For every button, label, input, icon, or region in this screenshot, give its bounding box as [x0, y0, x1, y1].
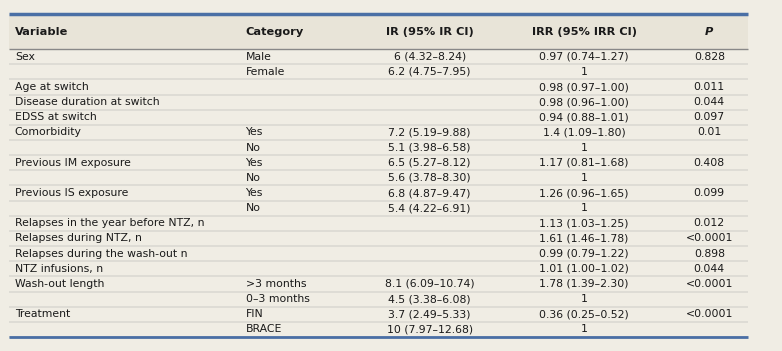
Text: Yes: Yes [246, 188, 263, 198]
Text: Disease duration at switch: Disease duration at switch [15, 97, 160, 107]
Text: 0.044: 0.044 [694, 264, 725, 274]
Text: Male: Male [246, 52, 271, 62]
Text: Female: Female [246, 67, 285, 77]
Text: Relapses during the wash-out n: Relapses during the wash-out n [15, 249, 188, 259]
Text: IRR (95% IRR CI): IRR (95% IRR CI) [532, 27, 637, 37]
Text: 0.898: 0.898 [694, 249, 725, 259]
Text: 8.1 (6.09–10.74): 8.1 (6.09–10.74) [385, 279, 475, 289]
Text: 6.2 (4.75–7.95): 6.2 (4.75–7.95) [389, 67, 471, 77]
Text: Comorbidity: Comorbidity [15, 127, 82, 138]
Text: 0.012: 0.012 [694, 218, 725, 229]
Text: 0.98 (0.96–1.00): 0.98 (0.96–1.00) [540, 97, 629, 107]
Text: FIN: FIN [246, 309, 264, 319]
Text: 0.097: 0.097 [694, 112, 725, 122]
Text: Category: Category [246, 27, 303, 37]
Text: 1: 1 [581, 173, 587, 183]
Text: No: No [246, 203, 260, 213]
Text: 0.099: 0.099 [694, 188, 725, 198]
Text: NTZ infusions, n: NTZ infusions, n [15, 264, 103, 274]
Text: 0–3 months: 0–3 months [246, 294, 310, 304]
Text: Age at switch: Age at switch [15, 82, 88, 92]
Text: 6.8 (4.87–9.47): 6.8 (4.87–9.47) [389, 188, 471, 198]
Text: 0.97 (0.74–1.27): 0.97 (0.74–1.27) [540, 52, 629, 62]
Text: Yes: Yes [246, 158, 263, 168]
Text: >3 months: >3 months [246, 279, 306, 289]
Text: Previous IM exposure: Previous IM exposure [15, 158, 131, 168]
Text: Sex: Sex [15, 52, 34, 62]
Text: Treatment: Treatment [15, 309, 70, 319]
Text: BRACE: BRACE [246, 324, 282, 335]
Text: 0.044: 0.044 [694, 97, 725, 107]
Text: 0.98 (0.97–1.00): 0.98 (0.97–1.00) [540, 82, 629, 92]
Text: IR (95% IR CI): IR (95% IR CI) [386, 27, 474, 37]
Text: 1.01 (1.00–1.02): 1.01 (1.00–1.02) [540, 264, 629, 274]
Text: 0.99 (0.79–1.22): 0.99 (0.79–1.22) [540, 249, 629, 259]
Text: 1: 1 [581, 324, 587, 335]
Text: 0.94 (0.88–1.01): 0.94 (0.88–1.01) [540, 112, 629, 122]
Text: <0.0001: <0.0001 [686, 309, 733, 319]
Text: 1.61 (1.46–1.78): 1.61 (1.46–1.78) [540, 233, 629, 244]
Text: EDSS at switch: EDSS at switch [15, 112, 97, 122]
Text: 0.36 (0.25–0.52): 0.36 (0.25–0.52) [540, 309, 629, 319]
Text: 7.2 (5.19–9.88): 7.2 (5.19–9.88) [389, 127, 471, 138]
Text: 6 (4.32–8.24): 6 (4.32–8.24) [393, 52, 466, 62]
Text: 5.4 (4.22–6.91): 5.4 (4.22–6.91) [389, 203, 471, 213]
Text: 1: 1 [581, 67, 587, 77]
Text: 6.5 (5.27–8.12): 6.5 (5.27–8.12) [389, 158, 471, 168]
Text: 1.26 (0.96–1.65): 1.26 (0.96–1.65) [540, 188, 629, 198]
Text: 1.17 (0.81–1.68): 1.17 (0.81–1.68) [540, 158, 629, 168]
Text: 3.7 (2.49–5.33): 3.7 (2.49–5.33) [389, 309, 471, 319]
Text: 1.78 (1.39–2.30): 1.78 (1.39–2.30) [540, 279, 629, 289]
Text: No: No [246, 143, 260, 153]
Text: 0.828: 0.828 [694, 52, 725, 62]
Text: 1.4 (1.09–1.80): 1.4 (1.09–1.80) [543, 127, 626, 138]
Text: <0.0001: <0.0001 [686, 279, 733, 289]
Text: 5.1 (3.98–6.58): 5.1 (3.98–6.58) [389, 143, 471, 153]
Text: 1: 1 [581, 203, 587, 213]
Text: Relapses in the year before NTZ, n: Relapses in the year before NTZ, n [15, 218, 204, 229]
Text: 0.01: 0.01 [697, 127, 722, 138]
Text: No: No [246, 173, 260, 183]
Text: 10 (7.97–12.68): 10 (7.97–12.68) [386, 324, 473, 335]
Text: Previous IS exposure: Previous IS exposure [15, 188, 128, 198]
Text: 4.5 (3.38–6.08): 4.5 (3.38–6.08) [389, 294, 471, 304]
Text: Variable: Variable [15, 27, 68, 37]
Text: Relapses during NTZ, n: Relapses during NTZ, n [15, 233, 142, 244]
Text: Wash-out length: Wash-out length [15, 279, 104, 289]
Text: Yes: Yes [246, 127, 263, 138]
Text: 0.011: 0.011 [694, 82, 725, 92]
Text: P: P [705, 27, 713, 37]
Text: 0.408: 0.408 [694, 158, 725, 168]
Text: <0.0001: <0.0001 [686, 233, 733, 244]
Text: 1.13 (1.03–1.25): 1.13 (1.03–1.25) [540, 218, 629, 229]
Text: 1: 1 [581, 294, 587, 304]
Text: 5.6 (3.78–8.30): 5.6 (3.78–8.30) [389, 173, 471, 183]
Bar [9, 14, 748, 49]
Text: 1: 1 [581, 143, 587, 153]
